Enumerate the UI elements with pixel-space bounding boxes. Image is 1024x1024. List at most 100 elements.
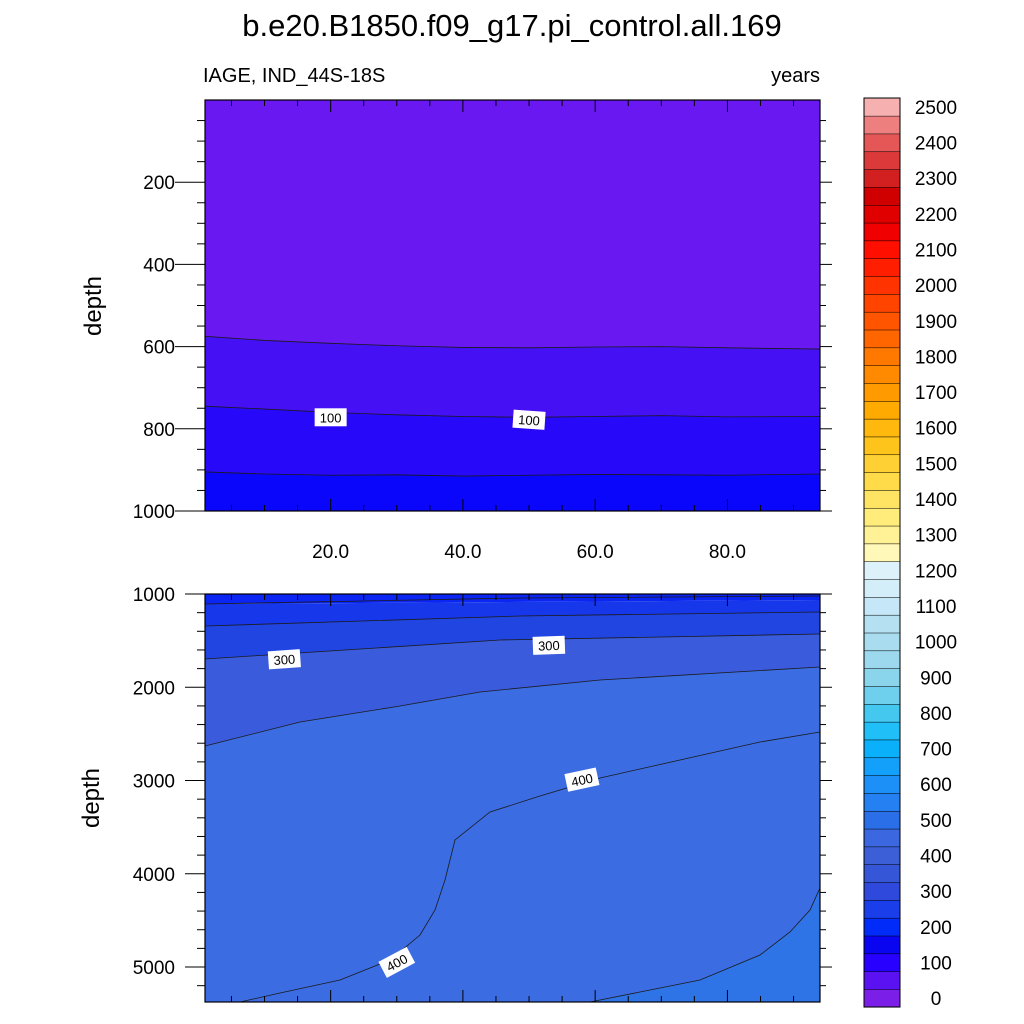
colorbar-label: 2100: [915, 241, 957, 262]
colorbar-label: 300: [920, 882, 952, 903]
lower-band-250-300: [205, 600, 820, 626]
colorbar-label: 800: [920, 704, 952, 725]
upper-contour-line-150: [204, 471, 821, 477]
colorbar-swatch: [863, 953, 901, 972]
colorbar-swatch: [863, 561, 901, 580]
colorbar-swatch: [863, 186, 901, 206]
colorbar-swatch: [863, 668, 901, 687]
lower-contour-350-line: [204, 666, 821, 747]
lower-plot-frame: [204, 593, 821, 1003]
colorbar-swatch: [863, 685, 901, 705]
colorbar-swatch: [863, 418, 901, 438]
lower-band-350-400: [205, 634, 820, 746]
colorbar-swatch: [863, 828, 901, 848]
units-subtitle: years: [771, 65, 820, 87]
lower-y-tick-label: 2000: [133, 678, 175, 699]
lower-contour-panel: 300 300 400 400 1000 2000 3000 4000 5000: [133, 585, 832, 1003]
colorbar-swatch: [863, 614, 901, 634]
colorbar-swatch: [863, 917, 901, 937]
colorbar-swatch: [863, 899, 901, 919]
colorbar-swatch: [863, 757, 901, 776]
colorbar-label: 1100: [916, 597, 957, 618]
colorbar-label: 2000: [915, 276, 957, 297]
colorbar-swatch: [863, 400, 901, 420]
colorbar-swatch: [863, 258, 901, 277]
colorbar-label: 1300: [915, 526, 957, 547]
colorbar-label: 700: [920, 740, 952, 761]
lower-contour-300a-line: [204, 611, 821, 627]
lower-band-450-500: [240, 732, 820, 1002]
colorbar-swatch: [863, 739, 901, 759]
colorbar-label: 500: [920, 811, 952, 832]
colorbar-swatch: [863, 792, 901, 812]
colorbar-label: 1800: [915, 347, 957, 368]
upper-y-tick-label: 800: [143, 420, 175, 441]
colorbar-swatch: [863, 489, 901, 509]
colorbar-swatch: [863, 846, 901, 865]
colorbar-label: 1000: [915, 633, 957, 654]
colorbar-swatch: [863, 204, 901, 224]
colorbar-swatch: [863, 311, 901, 331]
colorbar-swatch: [863, 240, 901, 259]
upper-contour-label: 100: [512, 409, 546, 430]
lower-contour-400-line: [239, 731, 821, 1003]
lower-contour-label: 300: [532, 635, 566, 655]
colorbar-swatch: [863, 454, 901, 473]
lower-band-200-250: [205, 594, 820, 604]
upper-y-axis-label: depth: [80, 276, 107, 336]
svg-text:300: 300: [538, 638, 560, 654]
colorbar-swatch: [863, 935, 901, 955]
colorbar-swatch: [863, 632, 901, 652]
colorbar-label: 2200: [915, 205, 957, 226]
upper-band-150-200: [205, 472, 820, 511]
colorbar-swatch: [863, 507, 901, 527]
lower-band-400-450: [205, 667, 820, 1002]
lower-contour-300b-line: [204, 633, 821, 660]
x-tick-label: 20.0: [312, 542, 349, 563]
lower-y-tick-label: 4000: [133, 865, 175, 886]
colorbar-label: 1500: [915, 454, 957, 475]
colorbar-swatch: [863, 382, 901, 402]
upper-contour-line-100: [204, 405, 821, 418]
colorbar-frame: [863, 97, 901, 1008]
colorbar-label: 1900: [915, 312, 957, 333]
colorbar-swatch: [863, 578, 901, 598]
upper-y-tick-label: 400: [143, 255, 175, 276]
chart-title: b.e20.B1850.f09_g17.pi_control.all.169: [242, 8, 782, 43]
colorbar-label: 400: [920, 847, 952, 868]
colorbar-label: 2300: [915, 169, 957, 190]
colorbar-swatch: [863, 365, 901, 384]
lower-band-300-350: [205, 612, 820, 659]
upper-y-tick-label: 200: [143, 173, 175, 194]
colorbar-label: 0: [931, 989, 942, 1010]
lower-band-500-550: [590, 888, 820, 1002]
colorbar-label: 1700: [915, 383, 957, 404]
x-tick-label: 80.0: [709, 542, 746, 563]
colorbar-swatch: [863, 596, 901, 616]
lower-y-tick-label: 1000: [133, 585, 175, 606]
colorbar: 0 100 200 300 400 500 600 700 800 900 1000 1100 1200…: [863, 97, 957, 1010]
x-tick-label: 40.0: [444, 542, 481, 563]
colorbar-swatch: [863, 775, 901, 794]
colorbar-swatch: [863, 971, 901, 990]
svg-text:100: 100: [320, 410, 342, 425]
lower-contour-250-line: [204, 595, 821, 605]
upper-contour-label: 100: [314, 408, 347, 427]
svg-text:300: 300: [273, 652, 296, 668]
colorbar-label: 1600: [915, 419, 957, 440]
upper-contour-line-50: [204, 335, 821, 350]
colorbar-label: 200: [920, 918, 952, 939]
colorbar-swatch: [863, 151, 901, 170]
x-tick-label: 60.0: [577, 542, 614, 563]
colorbar-swatch: [863, 810, 901, 830]
colorbar-label: 600: [920, 775, 952, 796]
colorbar-label: 900: [920, 668, 952, 689]
colorbar-swatch: [863, 329, 901, 349]
upper-y-tick-label: 1000: [133, 502, 175, 523]
colorbar-label: 2400: [915, 134, 957, 155]
lower-y-axis-label: depth: [78, 768, 105, 828]
colorbar-swatch: [863, 472, 901, 491]
lower-y-tick-label: 5000: [133, 958, 175, 979]
colorbar-swatch: [863, 703, 901, 723]
